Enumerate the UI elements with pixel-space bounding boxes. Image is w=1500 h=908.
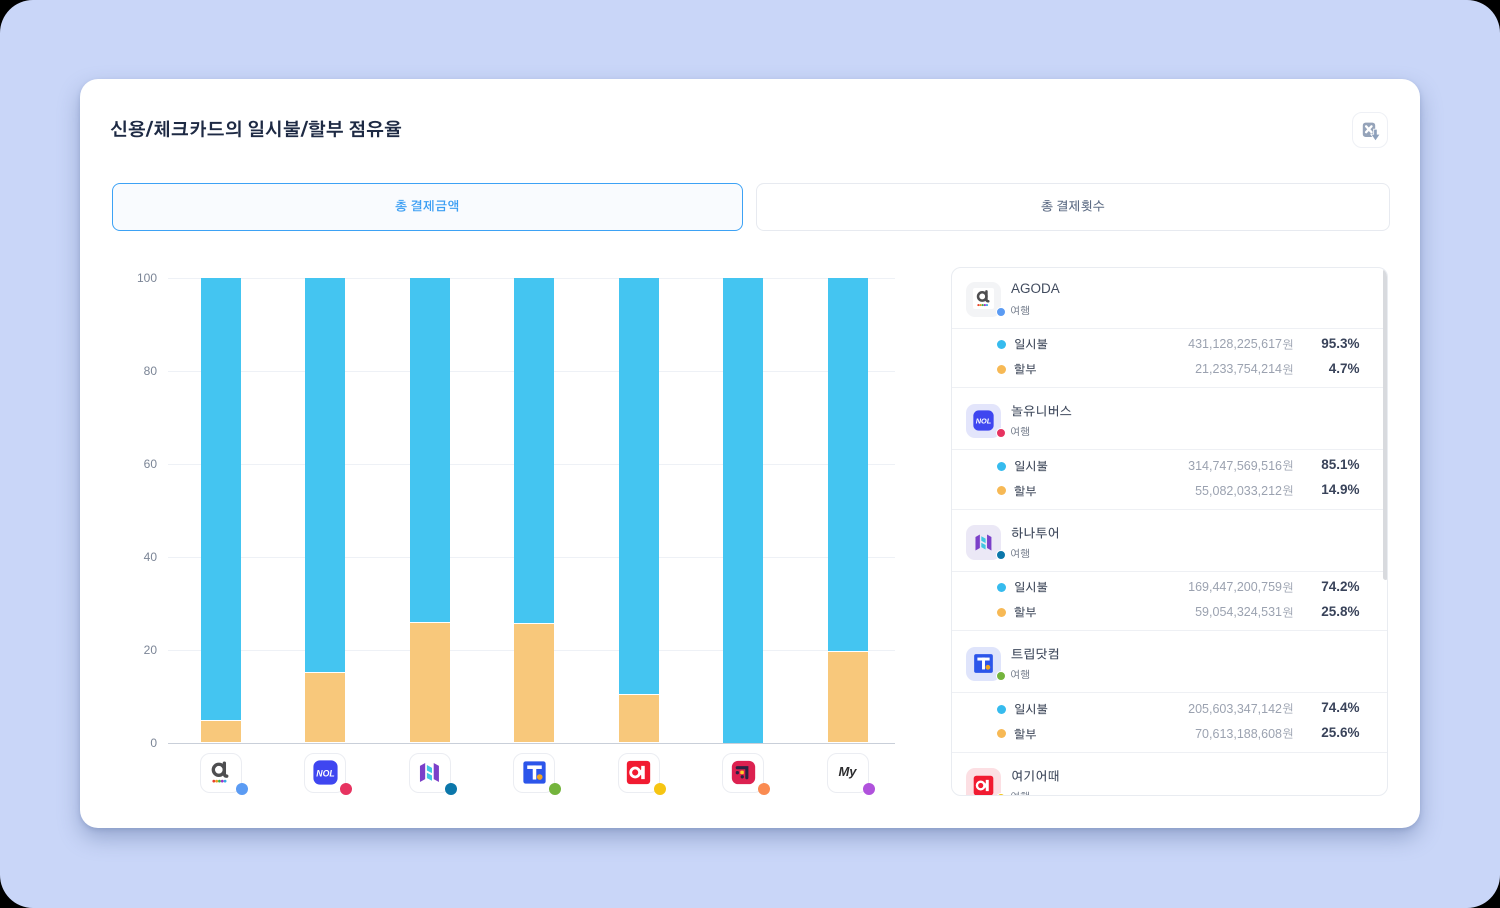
svg-text:NOL: NOL <box>316 768 334 778</box>
svg-text:My: My <box>838 764 857 779</box>
svg-text:NOL: NOL <box>975 417 991 426</box>
